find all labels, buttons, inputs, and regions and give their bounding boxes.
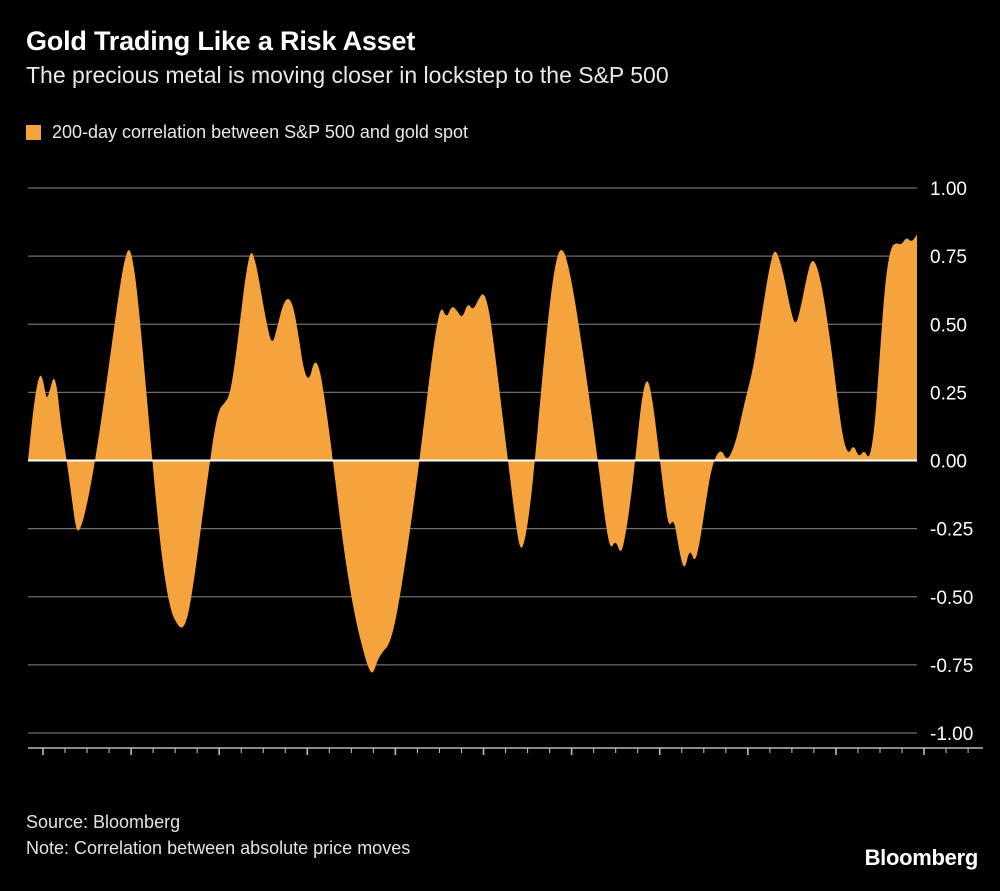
svg-text:1.00: 1.00	[930, 179, 967, 200]
legend-swatch-icon	[26, 125, 41, 140]
page-title: Gold Trading Like a Risk Asset	[26, 26, 416, 56]
source-text: Source: Bloomberg	[26, 812, 181, 832]
chart-subtitle: The precious metal is moving closer in l…	[26, 62, 669, 89]
svg-text:0.50: 0.50	[930, 315, 967, 336]
note-text: Note: Correlation between absolute price…	[26, 838, 411, 859]
chart-header: Gold Trading Like a Risk Asset The preci…	[26, 26, 980, 90]
plot-area: 1.00 0.75 0.50 0.25 0.00 -0.25 -0.50 -0.75 -1.00…	[0, 155, 1000, 755]
svg-text:-1.00: -1.00	[930, 724, 973, 745]
chart-legend: 200-day correlation between S&P 500 and …	[26, 122, 468, 143]
correlation-area-chart: 1.00 0.75 0.50 0.25 0.00 -0.25 -0.50 -0.75 -1.00…	[28, 179, 983, 755]
y-axis-labels: 1.00 0.75 0.50 0.25 0.00 -0.25 -0.50 -0.75 -1.00	[930, 179, 973, 745]
x-axis	[28, 747, 983, 755]
series-area-layer	[28, 234, 917, 673]
svg-text:-0.50: -0.50	[930, 588, 973, 609]
svg-text:-0.75: -0.75	[930, 656, 973, 677]
legend-item-label: 200-day correlation between S&P 500 and …	[52, 122, 468, 142]
svg-text:0.25: 0.25	[930, 383, 967, 404]
svg-text:0.75: 0.75	[930, 247, 967, 268]
svg-text:0.00: 0.00	[930, 452, 967, 473]
bloomberg-logo: Bloomberg	[864, 845, 979, 870]
svg-text:-0.25: -0.25	[930, 520, 973, 541]
chart-footer: Source: Bloomberg Note: Correlation betw…	[26, 809, 978, 871]
